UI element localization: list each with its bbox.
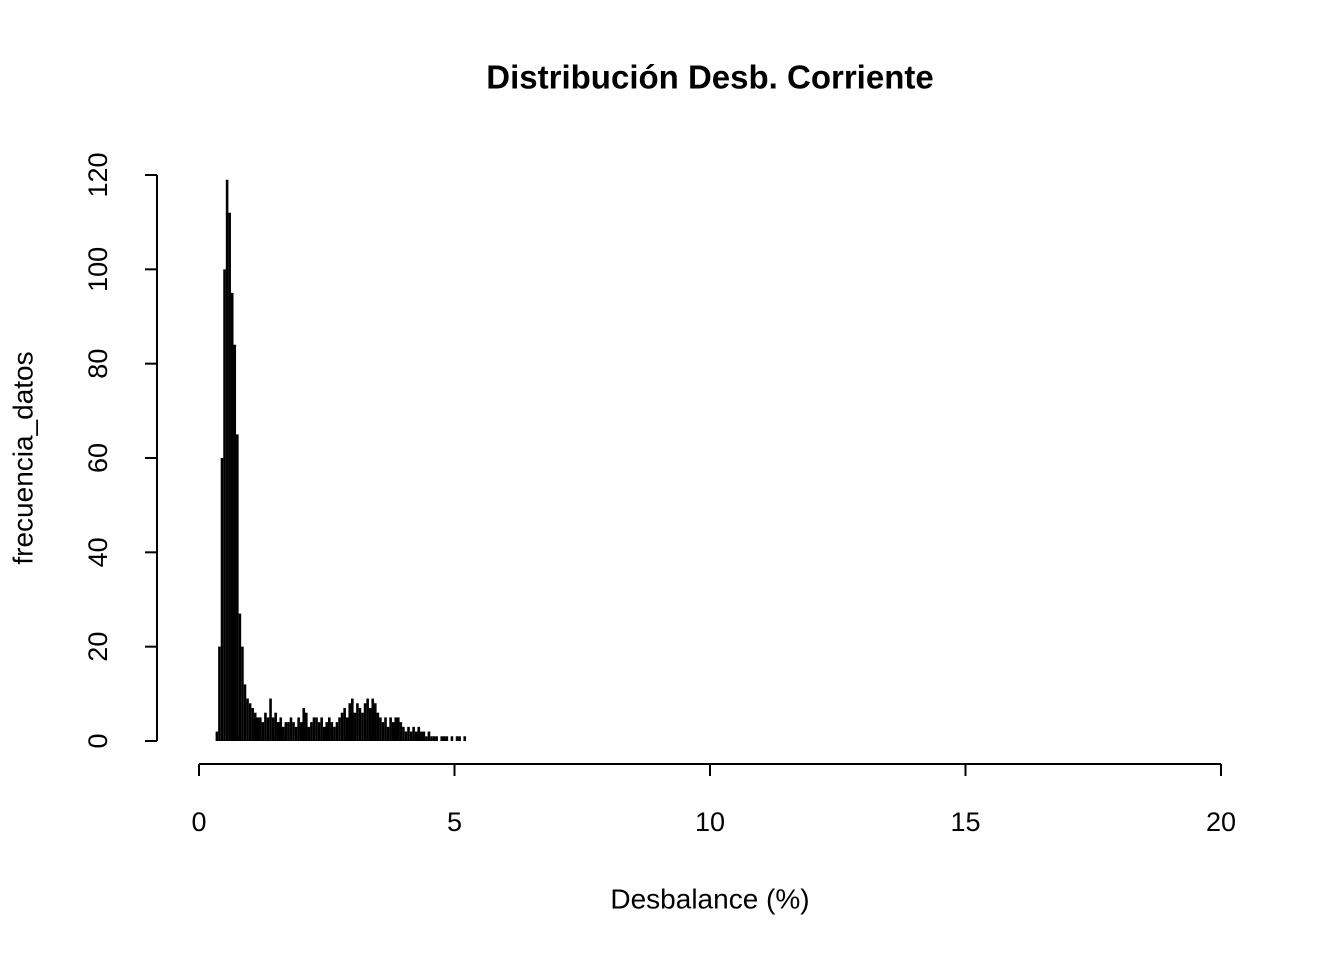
y-tick-label: 20 <box>83 632 113 662</box>
y-tick-label: 80 <box>83 349 113 379</box>
x-tick-label: 10 <box>695 807 725 837</box>
x-tick-label: 5 <box>447 807 462 837</box>
x-tick-label: 20 <box>1206 807 1236 837</box>
x-tick-label: 0 <box>191 807 206 837</box>
y-tick-label: 60 <box>83 443 113 473</box>
y-tick-label: 0 <box>83 733 113 748</box>
y-axis-label: frecuencia_datos <box>7 351 38 564</box>
x-tick-label: 15 <box>950 807 980 837</box>
x-axis-label: Desbalance (%) <box>610 883 809 914</box>
chart-title: Distribución Desb. Corriente <box>486 59 933 96</box>
y-tick-label: 120 <box>83 152 113 197</box>
y-tick-label: 100 <box>83 247 113 292</box>
y-tick-label: 40 <box>83 537 113 567</box>
